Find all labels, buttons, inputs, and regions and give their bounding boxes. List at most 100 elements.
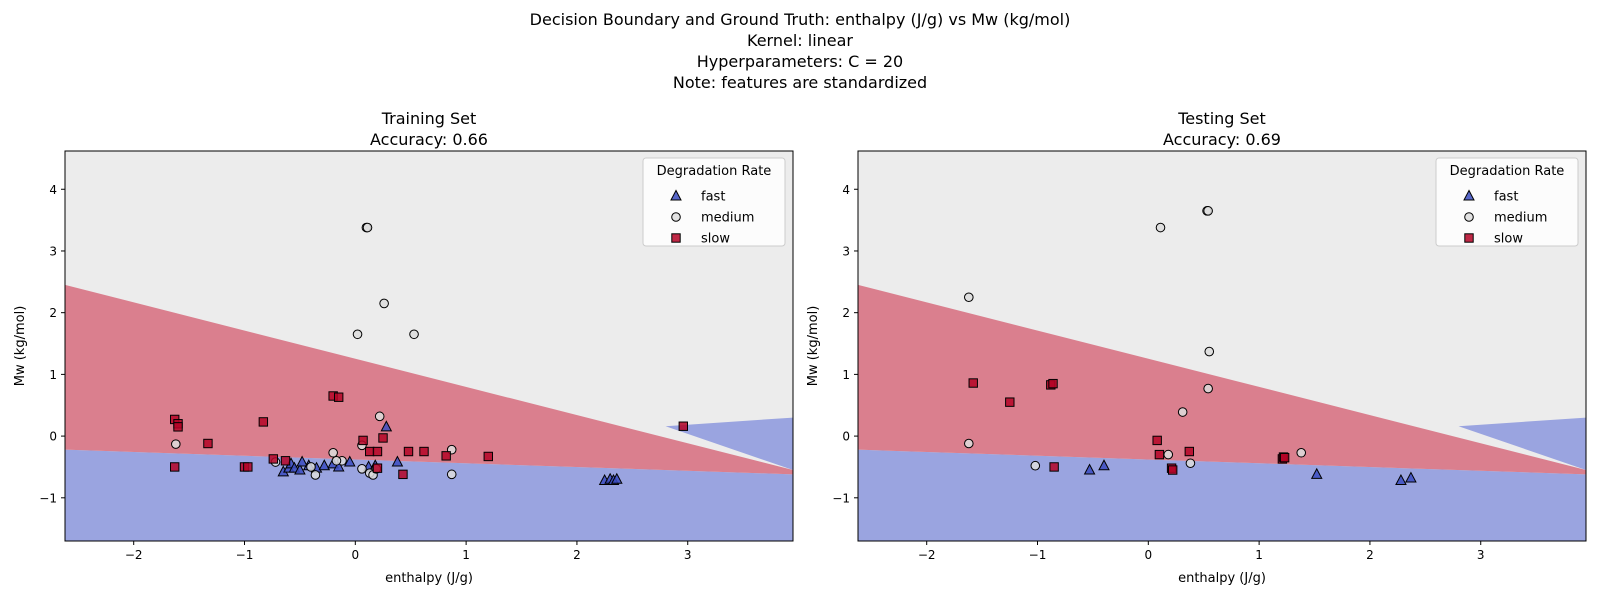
x-tick-label: 2 (573, 548, 581, 562)
point-slow (1279, 452, 1290, 463)
legend-marker-fast (670, 189, 682, 201)
axes-frame (64, 150, 794, 542)
x-tick-label: 2 (1366, 548, 1374, 562)
figure-suptitle: Decision Boundary and Ground Truth: enth… (0, 9, 1600, 93)
point-fast (332, 460, 345, 472)
point-slow (1152, 435, 1162, 446)
point-fast (294, 463, 306, 475)
x-tick-label: −2 (125, 548, 143, 562)
point-slow (1184, 446, 1195, 457)
y-tick-label: 2 (49, 306, 57, 320)
y-tick-label: 2 (842, 306, 850, 320)
point-fast (610, 472, 623, 484)
legend: Degradation Rate fast medium slow (642, 157, 786, 247)
point-medium (1203, 206, 1213, 216)
x-tick-label: 1 (462, 548, 470, 562)
point-fast (318, 459, 331, 471)
point-slow (372, 446, 383, 457)
point-medium (1155, 222, 1166, 233)
legend-label-medium: medium (1494, 211, 1547, 226)
point-slow (358, 435, 368, 446)
panel-2: −2 −1 0 1 2 3 −1 0 1 2 3 4 enthalpy (J/g) Mw (kg/mol)… (806, 109, 1587, 586)
panel-title: Training Set (381, 109, 477, 128)
x-tick-label: −2 (918, 548, 936, 562)
point-fast (1405, 471, 1417, 483)
x-axis-label: enthalpy (J/g) (1178, 571, 1266, 586)
x-axis-label: enthalpy (J/g) (385, 571, 473, 586)
point-medium (310, 470, 321, 480)
axes-frame (857, 150, 1587, 542)
point-medium (409, 329, 419, 340)
point-fast (380, 420, 393, 432)
legend-box (642, 157, 786, 247)
y-tick-label: 4 (842, 183, 850, 197)
point-fast (1083, 463, 1096, 475)
point-slow (398, 469, 408, 480)
x-tick-label: 3 (684, 548, 692, 562)
suptitle-line-1: Decision Boundary and Ground Truth: enth… (529, 10, 1071, 29)
legend-marker-slow (671, 233, 681, 243)
point-slow (441, 451, 451, 461)
point-slow (968, 378, 978, 388)
legend-marker-fast (1463, 189, 1475, 201)
data-points (169, 222, 689, 486)
point-medium (1185, 458, 1196, 469)
point-slow (258, 417, 269, 427)
region-fast-wedge (1458, 417, 1586, 471)
point-medium (331, 455, 342, 466)
y-tick-label: −1 (832, 491, 850, 505)
point-medium (964, 438, 974, 449)
suptitle-line-3: Hyperparameters: C = 20 (696, 52, 904, 71)
x-tick-label: −1 (236, 548, 254, 562)
legend-marker-medium (671, 212, 681, 222)
point-slow (372, 463, 383, 473)
point-fast (1098, 459, 1110, 471)
legend-title: Degradation Rate (1450, 164, 1565, 179)
y-tick-label: 3 (842, 244, 850, 258)
x-tick-label: −1 (1029, 548, 1047, 562)
panel-title: Testing Set (1177, 109, 1266, 128)
point-medium (328, 447, 338, 458)
legend-box (1435, 157, 1579, 247)
point-slow (678, 421, 689, 431)
point-medium (379, 298, 389, 309)
point-slow (419, 446, 429, 457)
panel-1: −2 −1 0 1 2 3 −1 0 1 2 3 4 enthalpy (J/g) Mw (kg/mol)… (13, 109, 794, 586)
y-tick-label: −1 (39, 491, 57, 505)
point-medium (1204, 346, 1215, 357)
y-tick-label: 3 (49, 244, 57, 258)
point-medium (964, 292, 974, 303)
legend-marker-medium (1464, 212, 1474, 222)
point-slow (378, 433, 388, 443)
point-medium (446, 469, 457, 480)
point-fast (391, 455, 404, 467)
point-fast (343, 455, 356, 467)
point-slow (169, 462, 180, 472)
legend-label-fast: fast (701, 190, 725, 205)
point-slow (1167, 465, 1178, 475)
point-fast (1310, 467, 1323, 479)
region-slow (858, 284, 1586, 475)
point-slow (203, 438, 213, 449)
point-medium (306, 462, 316, 472)
point-medium (352, 329, 363, 340)
point-slow (1154, 449, 1165, 460)
point-slow (243, 462, 253, 472)
legend-marker-slow (1464, 233, 1474, 243)
x-tick-label: 1 (1255, 548, 1263, 562)
y-tick-label: 1 (842, 368, 850, 382)
y-axis-label: Mw (kg/mol) (13, 306, 28, 387)
point-medium (1163, 449, 1174, 460)
point-slow (1005, 397, 1015, 407)
point-medium (171, 439, 181, 449)
point-medium (362, 222, 373, 233)
panel-subtitle: Accuracy: 0.66 (370, 130, 488, 149)
point-slow (333, 392, 344, 402)
point-fast (296, 455, 308, 467)
point-slow (483, 451, 493, 462)
point-medium (1203, 383, 1213, 394)
y-tick-label: 1 (49, 368, 57, 382)
point-medium (1177, 407, 1188, 417)
legend: Degradation Rate fast medium slow (1435, 157, 1579, 247)
